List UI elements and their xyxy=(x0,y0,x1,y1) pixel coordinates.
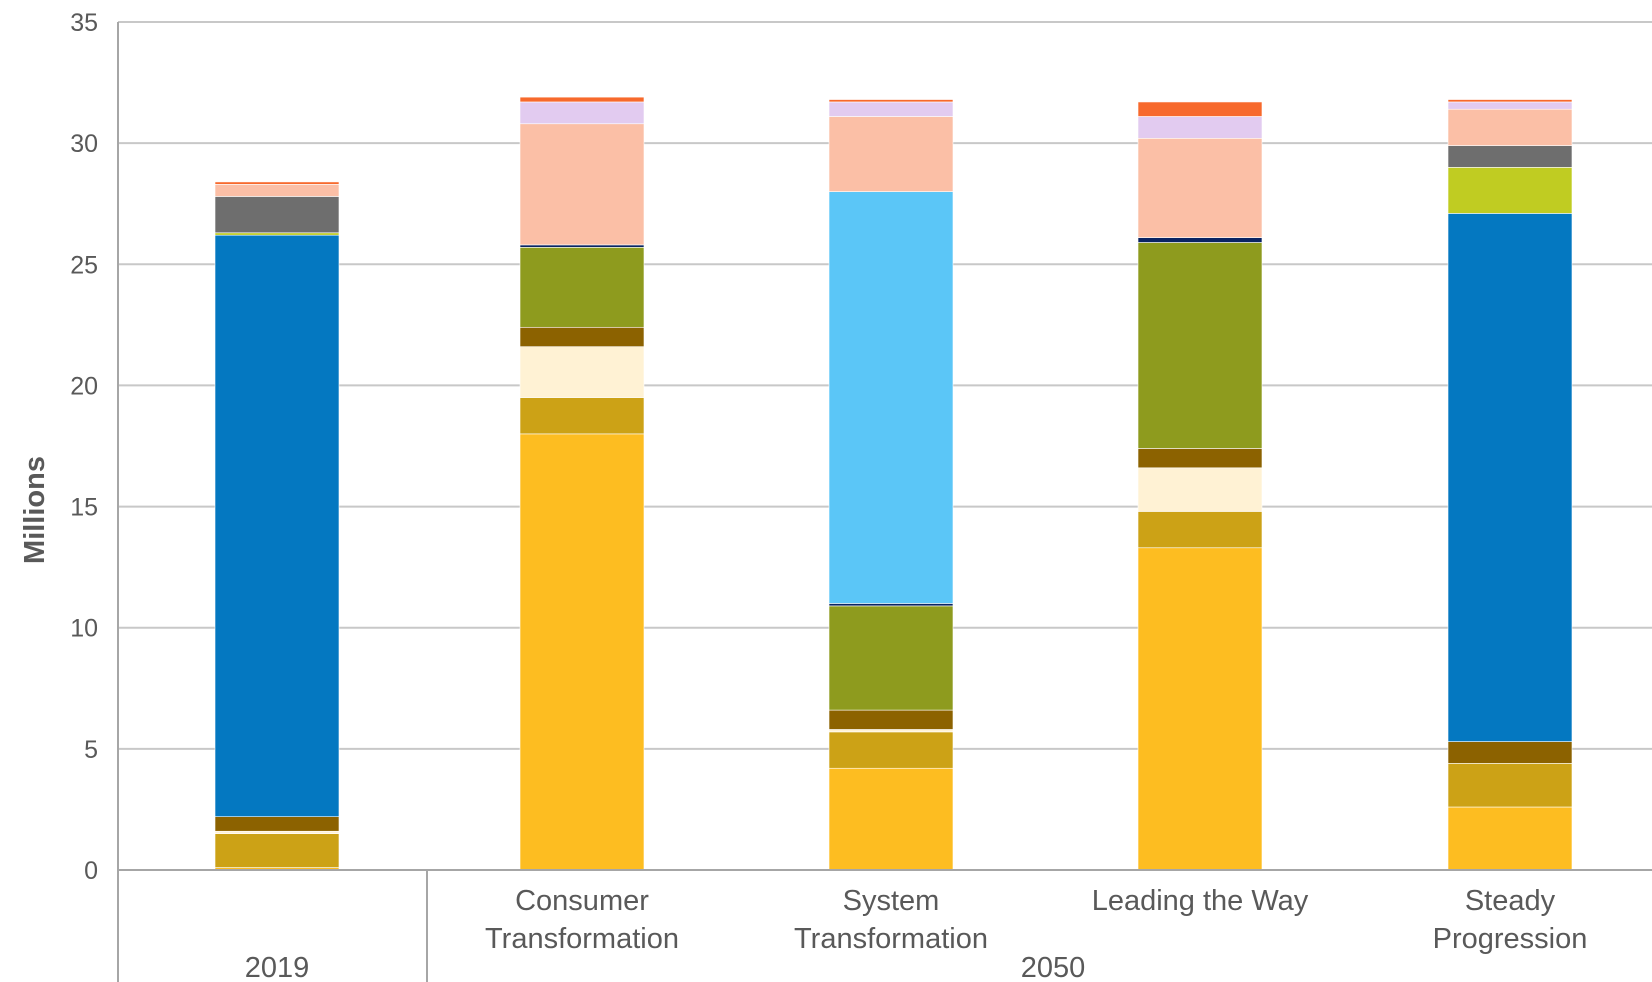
bar-segment-3-11 xyxy=(1137,116,1263,139)
bar-segment-1-5 xyxy=(519,244,645,248)
y-axis-title: Millions xyxy=(19,456,51,564)
bar-segment-0-1 xyxy=(214,833,340,868)
bar-segment-3-10 xyxy=(1137,137,1263,238)
bar-segment-2-2 xyxy=(828,729,954,733)
y-tick-label-30: 30 xyxy=(70,130,98,158)
category-label-1-line1: Consumer xyxy=(515,885,649,917)
bar-segment-3-4 xyxy=(1137,242,1263,449)
category-label-1-line2: Transformation xyxy=(485,923,679,955)
bar-segment-4-3 xyxy=(1447,741,1573,764)
bar-segment-2-12 xyxy=(828,99,954,103)
category-label-2-line1: System xyxy=(843,885,940,917)
bar-segment-2-5 xyxy=(828,603,954,607)
group-label-2019: 2019 xyxy=(245,952,310,982)
category-labels: Consumer Transformation System Transformati… xyxy=(245,885,1588,982)
y-tick-label-10: 10 xyxy=(70,615,98,643)
y-tick-label-0: 0 xyxy=(84,857,98,885)
bar-segment-1-10 xyxy=(519,123,645,246)
bar-segment-2-11 xyxy=(828,101,954,117)
bar-segment-1-4 xyxy=(519,247,645,328)
bar-segment-3-3 xyxy=(1137,448,1263,469)
bar-segment-2-6 xyxy=(828,191,954,604)
bar-segment-0-10 xyxy=(214,184,340,197)
bar-segment-4-0 xyxy=(1447,806,1573,871)
y-tick-label-15: 15 xyxy=(70,494,98,522)
bar-segment-1-1 xyxy=(519,397,645,435)
bar-segment-2-1 xyxy=(828,731,954,769)
y-tick-labels: 0 5 10 15 20 25 30 35 xyxy=(70,9,98,885)
bar-segment-0-2 xyxy=(214,830,340,834)
bar-segment-0-9 xyxy=(214,196,340,234)
bar-segment-2-4 xyxy=(828,605,954,711)
bar-segment-4-9 xyxy=(1447,145,1573,168)
bar-segment-3-2 xyxy=(1137,467,1263,512)
bar-segment-3-1 xyxy=(1137,511,1263,549)
bar-segment-4-7 xyxy=(1447,213,1573,742)
bars xyxy=(214,96,1573,871)
bar-segment-1-11 xyxy=(519,101,645,125)
bar-segment-4-11 xyxy=(1447,101,1573,110)
bar-segment-3-12 xyxy=(1137,101,1263,117)
y-tick-label-35: 35 xyxy=(70,9,98,37)
bar-segment-0-8 xyxy=(214,232,340,236)
bar-segment-4-10 xyxy=(1447,108,1573,146)
y-tick-label-25: 25 xyxy=(70,251,98,279)
y-tick-label-5: 5 xyxy=(84,736,98,764)
category-label-2-line2: Transformation xyxy=(794,923,988,955)
bar-segment-3-5 xyxy=(1137,237,1263,243)
category-label-3-line1: Leading the Way xyxy=(1092,885,1309,917)
bar-segment-4-12 xyxy=(1447,99,1573,103)
bar-segment-1-12 xyxy=(519,96,645,103)
bar-segment-4-8 xyxy=(1447,167,1573,214)
bar-segment-3-0 xyxy=(1137,547,1263,871)
bar-segment-0-12 xyxy=(214,181,340,185)
bar-segment-1-3 xyxy=(519,326,645,347)
bar-segment-1-2 xyxy=(519,346,645,398)
y-tick-label-20: 20 xyxy=(70,372,98,400)
bar-segment-1-0 xyxy=(519,433,645,871)
bar-segment-2-10 xyxy=(828,116,954,192)
bar-segment-2-3 xyxy=(828,709,954,730)
bar-segment-0-7 xyxy=(214,234,340,817)
category-label-4-line1: Steady xyxy=(1465,885,1556,917)
axes xyxy=(117,22,1652,982)
bar-segment-0-3 xyxy=(214,816,340,832)
bar-segment-2-0 xyxy=(828,767,954,871)
category-label-4-line2: Progression xyxy=(1433,923,1588,955)
group-label-2050: 2050 xyxy=(1021,952,1086,982)
bar-segment-4-1 xyxy=(1447,763,1573,808)
